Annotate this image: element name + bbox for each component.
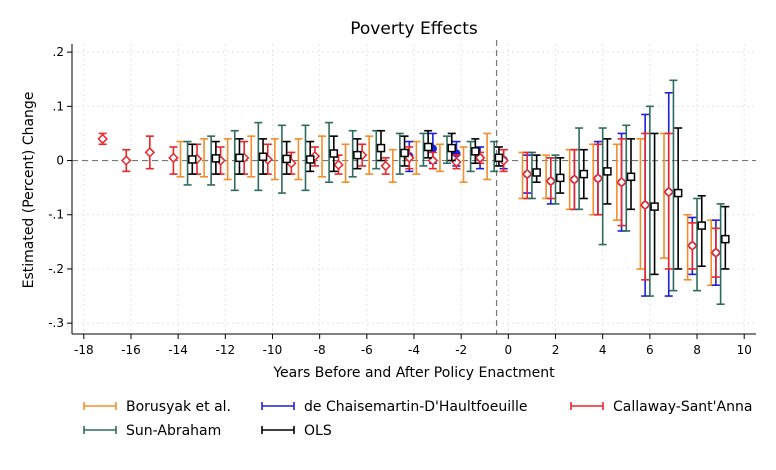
point-marker [168, 152, 179, 164]
x-tick-label: -16 [121, 343, 141, 357]
x-tick-label: -14 [168, 343, 188, 357]
y-tick-label: -.3 [48, 316, 64, 330]
point-marker [592, 173, 604, 184]
x-tick-label: 4 [599, 343, 607, 357]
point-marker [494, 153, 504, 163]
point-marker [423, 142, 433, 152]
y-tick-label: .1 [53, 99, 64, 113]
x-tick-label: -2 [455, 343, 467, 357]
point-marker [579, 169, 589, 179]
reference-lines [72, 40, 756, 334]
x-tick-label: 6 [646, 343, 654, 357]
legend-label: Borusyak et al. [126, 399, 231, 415]
y-tick-label: -.2 [48, 262, 64, 276]
x-tick-label: -12 [216, 343, 236, 357]
point-marker [305, 155, 315, 164]
legend-label: Sun-Abraham [126, 423, 221, 439]
legend-label: de Chaisemartin-D'Haultfoeuille [304, 399, 528, 415]
y-tick-label: -.1 [48, 208, 64, 222]
x-tick-label: 10 [737, 343, 752, 357]
point-marker [400, 148, 409, 158]
point-marker [521, 168, 533, 180]
legend: Borusyak et al. de Chaisemartin-D'Haultfo… [83, 399, 752, 439]
point-marker [673, 188, 683, 198]
point-marker [97, 133, 108, 145]
x-tick-label: -6 [361, 343, 373, 357]
point-marker [532, 168, 541, 177]
x-tick-label: -18 [74, 343, 94, 357]
x-tick-label: -8 [314, 343, 326, 357]
point-marker [569, 174, 580, 185]
point-marker [616, 176, 627, 188]
legend-item: Sun-Abraham [83, 423, 221, 439]
x-tick-label: -10 [263, 343, 283, 357]
point-marker [235, 153, 244, 163]
point-marker [471, 147, 480, 156]
point-marker [380, 160, 391, 172]
x-tick-label: 8 [693, 343, 701, 357]
x-axis-label: Years Before and After Policy Enactment [272, 365, 555, 381]
series-ols [188, 127, 730, 276]
y-tick-label: 0 [56, 154, 64, 168]
x-tick-label: 0 [505, 343, 513, 357]
point-marker [663, 186, 674, 198]
point-marker [120, 155, 132, 166]
point-marker [329, 149, 339, 158]
point-marker [721, 234, 730, 244]
chart-title: Poverty Effects [350, 19, 478, 39]
point-marker [353, 150, 362, 160]
y-axis-label: Estimated (Percent) Change [21, 92, 37, 289]
point-marker [639, 199, 651, 211]
legend-label: Callaway-Sant'Anna [613, 399, 752, 415]
point-marker [258, 152, 268, 161]
y-tick-label: .2 [53, 45, 64, 59]
point-marker [687, 240, 698, 251]
series-layer [97, 79, 730, 305]
point-marker [376, 143, 386, 153]
point-marker [447, 143, 456, 153]
legend-item: de Chaisemartin-D'Haultfoeuille [261, 399, 528, 415]
x-tick-label: -4 [408, 343, 420, 357]
legend-item: Callaway-Sant'Anna [570, 399, 752, 415]
point-marker [188, 155, 197, 164]
legend-item: OLS [261, 423, 332, 439]
point-marker [333, 159, 344, 171]
series-borusyak-et-al- [176, 132, 716, 287]
point-marker [282, 154, 291, 164]
axes: -18 -16 -14 -12 -10 -8 -6 -4 -2 0 2 4 6 8 10 -.3 -.2 -.1 0… [48, 44, 756, 357]
legend-label: OLS [304, 423, 332, 439]
x-tick-label: 2 [552, 343, 560, 357]
legend-item: Borusyak et al. [83, 399, 231, 415]
point-marker [545, 175, 557, 187]
point-marker [603, 167, 612, 176]
point-marker [626, 172, 636, 182]
point-marker [697, 221, 707, 230]
point-marker [650, 202, 659, 211]
point-marker [211, 154, 221, 163]
point-marker [474, 152, 486, 164]
point-marker [144, 147, 156, 158]
series-sun-abraham [183, 79, 725, 305]
point-marker [710, 247, 722, 258]
point-marker [555, 173, 565, 183]
